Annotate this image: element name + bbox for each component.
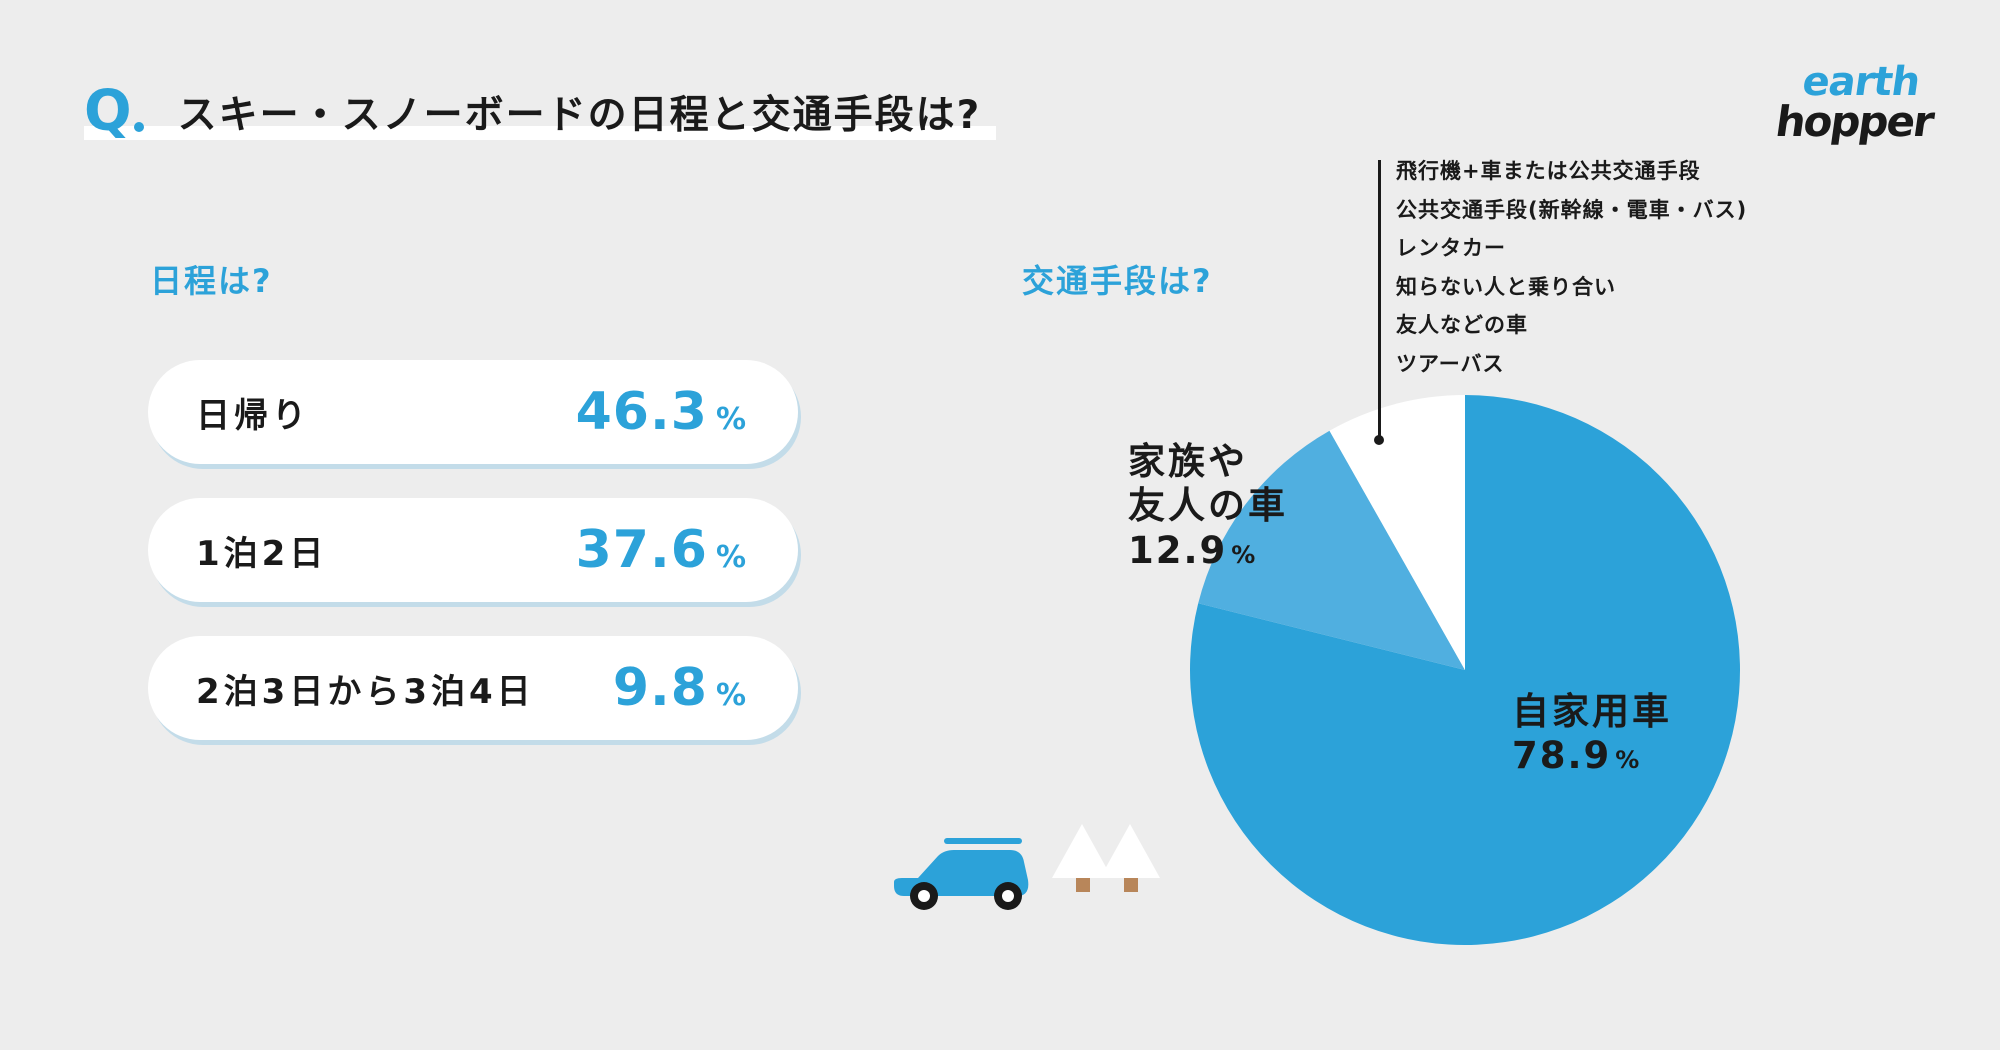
schedule-item-value: 9.8 %: [613, 658, 746, 718]
transport-heading: 交通手段は?: [1022, 262, 1213, 300]
others-list: 飛行機+車または公共交通手段 公共交通手段(新幹線・電車・バス) レンタカー 知…: [1396, 152, 1747, 383]
schedule-item-percent: 46.3: [575, 382, 708, 442]
pie-slice-family-car: [1198, 430, 1465, 670]
logo-line-1: earth: [1799, 59, 1923, 105]
schedule-item-value: 46.3 %: [576, 382, 746, 442]
page-header: Q スキー・スノーボードの日程と交通手段は?: [84, 84, 981, 140]
percent-unit: %: [715, 678, 746, 713]
others-list-item: レンタカー: [1396, 236, 1506, 260]
schedule-item: 1泊2日 37.6 %: [148, 498, 798, 602]
tree-top-left: [1052, 824, 1112, 878]
tree-top-right: [1100, 824, 1160, 878]
percent-unit: %: [715, 540, 746, 575]
earthhopper-logo: earth hopper: [1772, 59, 1936, 152]
pie-label-own-car: 自家用車 78.9%: [1512, 690, 1672, 779]
snow-tree-icon: [1100, 824, 1160, 892]
schedule-heading: 日程は?: [150, 262, 273, 300]
schedule-item: 2泊3日から3泊4日 9.8 %: [148, 636, 798, 740]
others-leader-line: [1378, 160, 1381, 440]
others-list-item: 飛行機+車または公共交通手段: [1396, 159, 1701, 183]
others-list-item: ツアーバス: [1396, 351, 1505, 376]
car-hub-front: [918, 890, 930, 902]
schedule-item-label: 2泊3日から3泊4日: [196, 671, 535, 712]
schedule-item-label: 日帰り: [196, 395, 310, 436]
schedule-item-percent: 37.6: [575, 520, 708, 580]
pie-label-name: 家族や 友人の車: [1128, 440, 1288, 528]
pie-label-family-car: 家族や 友人の車 12.9%: [1128, 440, 1288, 573]
car-roof-rack: [944, 838, 1022, 844]
pie-slice-own-car: [1190, 395, 1740, 945]
others-list-item: 公共交通手段(新幹線・電車・バス): [1396, 197, 1748, 222]
title-underline: [84, 126, 996, 140]
pie-label-percent: 12.9: [1128, 528, 1228, 572]
page-title: スキー・スノーボードの日程と交通手段は?: [177, 93, 982, 138]
q-dot-icon: [133, 122, 144, 132]
tree-trunk-left: [1076, 878, 1090, 892]
others-leader-dot: [1374, 435, 1384, 445]
transport-pie-chart: [1190, 395, 1740, 945]
car-icon: [894, 838, 1029, 910]
others-list-item: 友人などの車: [1396, 313, 1528, 337]
percent-unit: %: [1615, 746, 1640, 775]
others-list-item: 知らない人と乗り合い: [1396, 274, 1616, 299]
tree-trunk-right: [1124, 878, 1138, 892]
percent-unit: %: [715, 402, 746, 437]
pie-label-name: 自家用車: [1512, 690, 1672, 733]
schedule-item-percent: 9.8: [612, 658, 708, 718]
schedule-item-value: 37.6 %: [576, 520, 746, 580]
pie-slice-other: [1329, 395, 1465, 670]
car-hub-rear: [1002, 890, 1014, 902]
snow-tree-icon: [1052, 824, 1112, 892]
pie-label-percent: 78.9: [1512, 734, 1612, 778]
percent-unit: %: [1231, 540, 1256, 569]
question-mark-label: Q: [84, 84, 144, 140]
schedule-item-label: 1泊2日: [196, 533, 328, 574]
logo-line-2: hopper: [1772, 97, 1936, 146]
car-and-trees-illustration: [894, 824, 1160, 910]
schedule-item: 日帰り 46.3 %: [148, 360, 798, 464]
